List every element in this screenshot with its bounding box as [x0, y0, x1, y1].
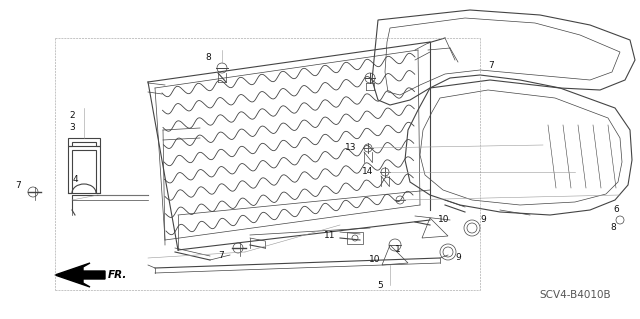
Text: 4: 4 [72, 175, 78, 184]
Text: 3: 3 [69, 123, 75, 132]
Text: 5: 5 [377, 280, 383, 290]
Text: 1: 1 [395, 246, 401, 255]
Text: 6: 6 [613, 205, 619, 214]
Text: 9: 9 [455, 254, 461, 263]
Bar [347, 232, 363, 244]
Text: 10: 10 [369, 256, 381, 264]
Text: 9: 9 [480, 216, 486, 225]
Text: 8: 8 [205, 54, 211, 63]
Text: 7: 7 [488, 61, 493, 70]
Text: 2: 2 [69, 110, 75, 120]
Text: FR.: FR. [108, 270, 127, 280]
Polygon shape [55, 263, 105, 287]
Text: 8: 8 [610, 224, 616, 233]
Text: 7: 7 [15, 181, 20, 189]
Text: 10: 10 [438, 216, 449, 225]
Text: 14: 14 [362, 167, 373, 176]
Text: SCV4-B4010B: SCV4-B4010B [539, 290, 611, 300]
Text: 7: 7 [218, 251, 224, 261]
Text: 13: 13 [345, 144, 356, 152]
Text: 11: 11 [323, 231, 335, 240]
